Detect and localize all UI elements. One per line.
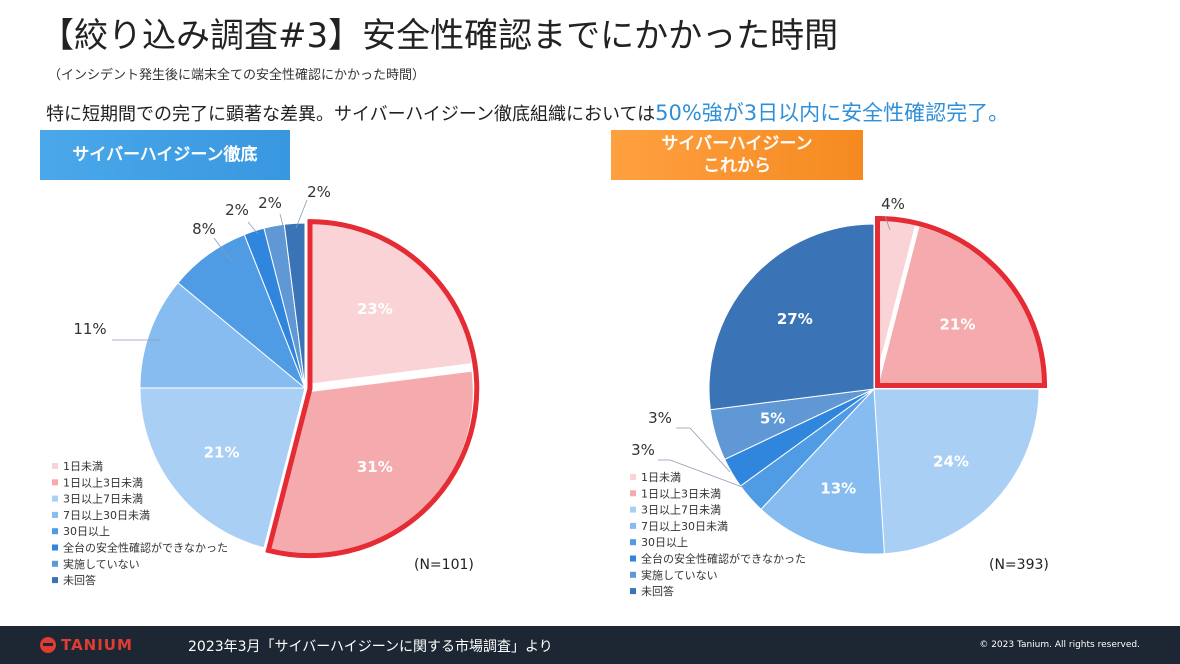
- legend-swatch-1-2: [630, 506, 636, 513]
- highlight-outline-1: [874, 215, 1048, 389]
- data-label-0-1: 31%: [357, 458, 393, 476]
- data-label-1-2: 24%: [933, 452, 969, 470]
- highlight-outline-0: [265, 219, 480, 559]
- legend-swatch-0-0: [52, 463, 58, 469]
- pie-slice-1-7: [708, 223, 875, 411]
- legend-1: 1日未満 1日以上3日未満 3日以上7日未満 7日以上30日未満 30日以上全台の安全性…: [630, 471, 806, 598]
- logo-text: TANIUM: [61, 636, 133, 654]
- legend-swatch-0-5: [52, 544, 58, 551]
- data-label-0-0: 23%: [357, 300, 393, 318]
- pie-slice-0-2: [139, 387, 306, 549]
- legend-swatch-1-7: [630, 588, 636, 595]
- data-label-1-5: 3%: [631, 441, 655, 459]
- legend-swatch-1-1: [630, 490, 636, 497]
- leader-line-0-5: [247, 221, 259, 235]
- legend-label-1-4: 30日以上: [641, 536, 688, 549]
- data-label-0-2: 21%: [204, 444, 240, 462]
- legend-label-1-3: 7日以上30日未満: [641, 520, 728, 533]
- legend-swatch-1-3: [630, 522, 636, 529]
- legend-label-0-2: 3日以上7日未満: [63, 493, 143, 506]
- data-label-0-7: 2%: [307, 183, 331, 201]
- pie-slice-1-2: [873, 388, 1040, 555]
- data-label-1-7: 27%: [777, 310, 813, 328]
- pie-slice-1-3: [760, 387, 885, 555]
- n-label-right: (N=393): [989, 557, 1049, 573]
- badge-left-label: サイバーハイジーン徹底: [72, 145, 258, 165]
- data-label-0-6: 2%: [258, 194, 282, 212]
- legend-label-0-4: 30日以上: [63, 525, 110, 538]
- leader-line-1-4: [676, 427, 731, 473]
- legend-swatch-0-7: [52, 577, 58, 584]
- pie-charts: 23% 31% 21% 11% 8% 2% 2% 2% 1日未満 1日以上3日未満 3日以上7日未満…: [52, 183, 1048, 598]
- footer-bar: TANIUM 2023年3月「サイバーハイジーンに関する市場調査」より © 20…: [0, 626, 1180, 664]
- legend-label-0-3: 7日以上30日未満: [63, 509, 150, 522]
- n-label-left: (N=101): [414, 557, 474, 573]
- legend-swatch-1-0: [630, 474, 636, 480]
- legend-label-1-5: 全台の安全性確認ができなかった: [641, 552, 806, 566]
- legend-label-0-1: 1日以上3日未満: [63, 476, 143, 489]
- legend-label-1-0: 1日未満: [641, 471, 681, 484]
- legend-swatch-0-1: [52, 479, 58, 486]
- legend-label-1-2: 3日以上7日未満: [641, 504, 721, 517]
- legend-label-1-6: 実施していない: [641, 568, 718, 582]
- badge-right-line2: これから: [703, 156, 771, 176]
- legend-swatch-1-6: [630, 571, 636, 578]
- data-label-1-4: 3%: [648, 409, 672, 427]
- leader-line-1-0: [884, 215, 891, 231]
- legend-label-1-7: 未回答: [641, 584, 674, 598]
- tanium-logo: TANIUM: [40, 636, 133, 654]
- legend-swatch-1-5: [630, 555, 636, 562]
- page-subtitle: （インシデント発生後に端末全ての安全性確認にかかった時間）: [48, 68, 426, 83]
- data-label-1-1: 21%: [939, 315, 975, 333]
- lead-main: 特に短期間での完了に顕著な差異。サイバーハイジーン徹底組織においては: [46, 104, 656, 125]
- copyright: © 2023 Tanium. All rights reserved.: [979, 640, 1140, 650]
- leader-line-1-5: [658, 459, 746, 489]
- legend-swatch-1-4: [630, 539, 636, 546]
- legend-swatch-0-2: [52, 495, 58, 502]
- data-label-0-4: 8%: [192, 220, 216, 238]
- tanium-logo-icon: [40, 637, 56, 653]
- data-label-0-3: 11%: [73, 320, 106, 338]
- lead-highlight: 50%強が3日以内に安全性確認完了。: [655, 101, 1010, 125]
- source-note: 2023年3月「サイバーハイジーンに関する市場調査」より: [188, 639, 553, 655]
- pie-chart-0: 23% 31% 21% 11% 8% 2% 2% 2%: [73, 183, 480, 559]
- badge-hygiene-thorough: サイバーハイジーン徹底: [40, 130, 290, 180]
- page-title: 【絞り込み調査#3】安全性確認までにかかった時間: [40, 16, 839, 56]
- legend-label-0-0: 1日未満: [63, 460, 103, 473]
- legend-label-0-7: 未回答: [63, 573, 96, 587]
- data-label-1-0: 4%: [881, 195, 905, 213]
- data-label-0-5: 2%: [225, 201, 249, 219]
- legend-swatch-0-4: [52, 528, 58, 535]
- badge-hygiene-future: サイバーハイジーン これから: [611, 130, 863, 180]
- legend-label-1-1: 1日以上3日未満: [641, 487, 721, 500]
- data-label-1-6: 5%: [760, 409, 785, 427]
- pie-chart-1: 4% 21% 24% 13% 3% 3% 5% 27%: [631, 195, 1048, 555]
- leader-line-0-4: [213, 237, 233, 263]
- data-label-1-3: 13%: [820, 479, 856, 497]
- pie-slice-0-3: [139, 282, 307, 389]
- leader-line-0-6: [279, 213, 285, 231]
- pie-slice-0-7: [283, 222, 306, 389]
- legend-swatch-0-6: [52, 560, 58, 567]
- legend-label-0-6: 実施していない: [63, 557, 140, 571]
- legend-swatch-0-3: [52, 511, 58, 518]
- legend-0: 1日未満 1日以上3日未満 3日以上7日未満 7日以上30日未満 30日以上全台の安全性…: [52, 460, 228, 587]
- badge-right-line1: サイバーハイジーン: [661, 134, 813, 154]
- legend-label-0-5: 全台の安全性確認ができなかった: [63, 541, 228, 555]
- lead-text: 特に短期間での完了に顕著な差異。サイバーハイジーン徹底組織においては50%強が3…: [46, 97, 1009, 127]
- leader-line-0-7: [295, 199, 308, 229]
